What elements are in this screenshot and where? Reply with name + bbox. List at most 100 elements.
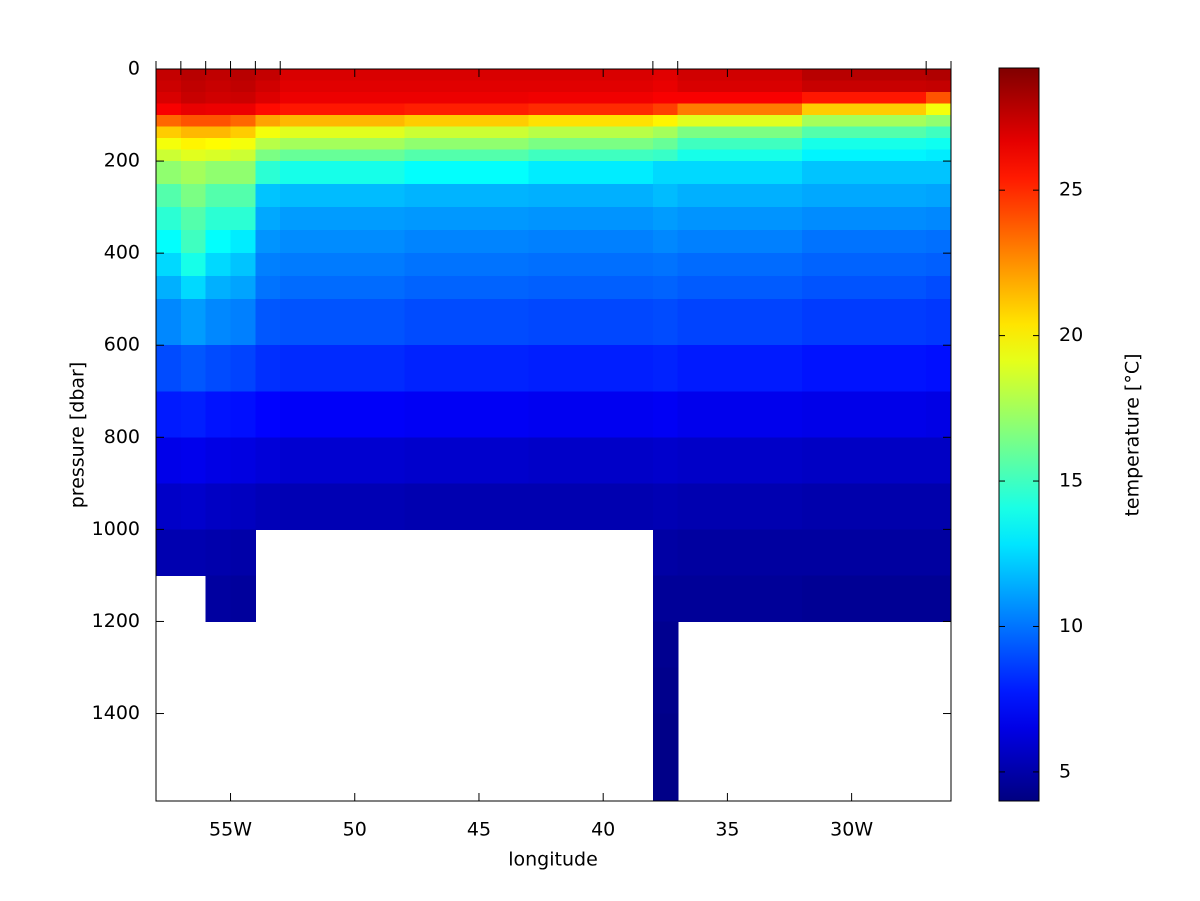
cell [404, 126, 530, 139]
cell [404, 276, 530, 300]
cell [652, 713, 679, 802]
cell [652, 437, 679, 484]
cell [255, 299, 281, 346]
cell [652, 149, 679, 162]
colorbar-label: temperature [°C] [1122, 353, 1144, 516]
cell [404, 437, 530, 484]
cell [404, 299, 530, 346]
cell [205, 345, 232, 392]
cell [180, 529, 207, 577]
cell [205, 207, 232, 231]
cell [205, 529, 232, 577]
cell [801, 575, 927, 623]
y-tick-label: 1200 [92, 610, 140, 632]
cell [255, 345, 281, 392]
cell [156, 207, 182, 231]
cell [528, 161, 654, 185]
cell [926, 161, 952, 185]
cell [255, 253, 281, 277]
cell [156, 92, 182, 105]
cell [528, 138, 654, 151]
cell [255, 69, 281, 82]
axes-frame [155, 68, 952, 802]
cell [255, 149, 281, 162]
cell [926, 299, 952, 346]
x-tick-label: 30W [830, 819, 873, 841]
cell [528, 92, 654, 105]
colorbar-tick-label: 5 [1059, 760, 1071, 782]
cell [677, 207, 803, 231]
cell [801, 230, 927, 254]
cell [280, 276, 406, 300]
y-tick-label: 200 [104, 150, 140, 172]
cell [652, 161, 679, 185]
cell [652, 80, 679, 93]
cell [156, 69, 182, 82]
cell [205, 92, 232, 105]
cell [230, 126, 256, 139]
cell [156, 115, 182, 128]
cell [528, 103, 654, 116]
cell [230, 103, 256, 116]
cell [652, 276, 679, 300]
cell [404, 149, 530, 162]
cell [652, 253, 679, 277]
cell [255, 126, 281, 139]
cell [180, 184, 207, 208]
cell [528, 483, 654, 530]
cell [205, 138, 232, 151]
cell [801, 115, 927, 128]
cell [652, 126, 679, 139]
cell [528, 299, 654, 346]
x-tick-label: 45 [467, 819, 491, 841]
cell [926, 92, 952, 105]
cell [652, 138, 679, 151]
cell [926, 126, 952, 139]
cell [926, 184, 952, 208]
cell [801, 69, 927, 82]
cell [180, 437, 207, 484]
cell [230, 529, 256, 577]
colorbar-tick-label: 15 [1059, 470, 1083, 492]
cell [528, 253, 654, 277]
cell [205, 483, 232, 530]
cell [230, 391, 256, 438]
cell [652, 92, 679, 105]
cell [280, 80, 406, 93]
cell [677, 149, 803, 162]
cell [528, 126, 654, 139]
cell [652, 391, 679, 438]
cell [156, 276, 182, 300]
cell [801, 161, 927, 185]
cell [205, 184, 232, 208]
cell [156, 345, 182, 392]
cell [801, 207, 927, 231]
cell [156, 184, 182, 208]
cell [801, 391, 927, 438]
cell [801, 149, 927, 162]
cell [205, 230, 232, 254]
cell [677, 69, 803, 82]
cell [652, 103, 679, 116]
cell [280, 103, 406, 116]
cell [280, 126, 406, 139]
cell [180, 161, 207, 185]
cell [156, 299, 182, 346]
colorbar-tick-label: 10 [1059, 615, 1083, 637]
cell [926, 276, 952, 300]
cell [801, 299, 927, 346]
cell [255, 92, 281, 105]
cell [230, 230, 256, 254]
cell [205, 161, 232, 185]
cell [280, 207, 406, 231]
y-tick-label: 400 [104, 242, 140, 264]
cell [677, 115, 803, 128]
cell [280, 230, 406, 254]
cell [677, 299, 803, 346]
cell [677, 103, 803, 116]
cell [230, 575, 256, 623]
cell [255, 437, 281, 484]
cell [180, 230, 207, 254]
colorbar-tick-label: 25 [1059, 179, 1083, 201]
cell [230, 69, 256, 82]
